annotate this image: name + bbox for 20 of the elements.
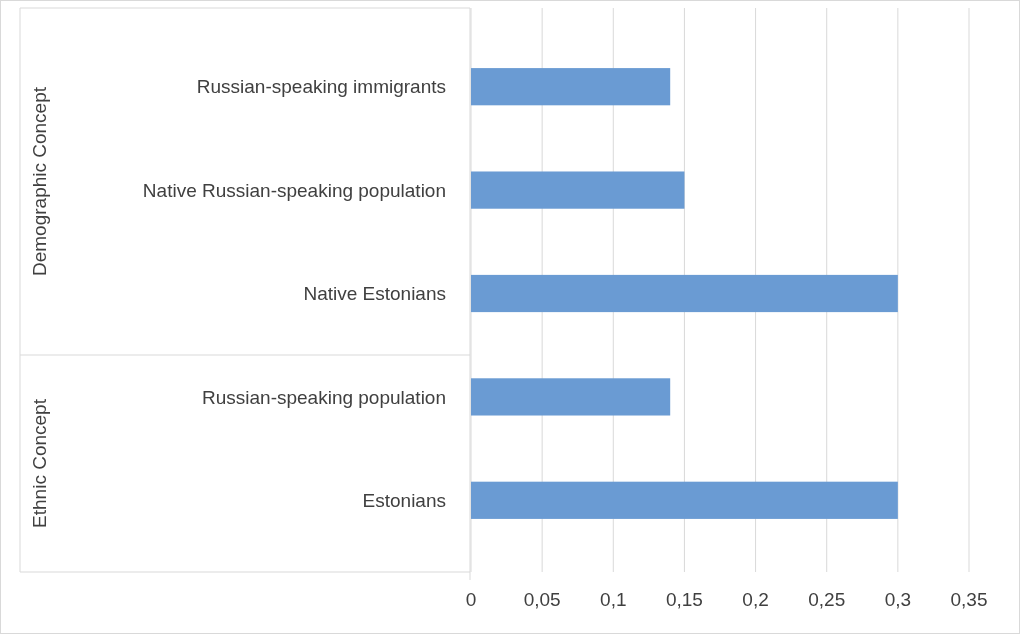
x-tick-label: 0,3	[884, 589, 912, 610]
bar	[471, 378, 671, 416]
y-tick-label: Russian-speaking immigrants	[196, 76, 446, 98]
x-tick-label: 0,2	[742, 589, 769, 610]
x-tick-label: 0,05	[523, 589, 561, 610]
y-tick-label: Estonians	[362, 489, 446, 511]
bar	[471, 274, 898, 313]
y-tick-label: Native Estonians	[303, 283, 446, 305]
y-tick-label: Native Russian-speaking population	[142, 179, 446, 201]
bar	[471, 171, 685, 209]
x-tick-label: 0,15	[665, 589, 703, 610]
bar	[471, 68, 671, 106]
text: Demographic Concept	[29, 86, 50, 277]
x-tick-label: 0,1	[600, 589, 627, 610]
y-tick-label: Russian-speaking population	[202, 386, 446, 408]
x-tick-label: 0,25	[808, 589, 846, 610]
x-tick-label: 0	[465, 589, 477, 610]
x-tick-label: 0,35	[950, 589, 988, 610]
bar	[471, 481, 898, 519]
text: Ethnic Concept	[29, 398, 50, 528]
